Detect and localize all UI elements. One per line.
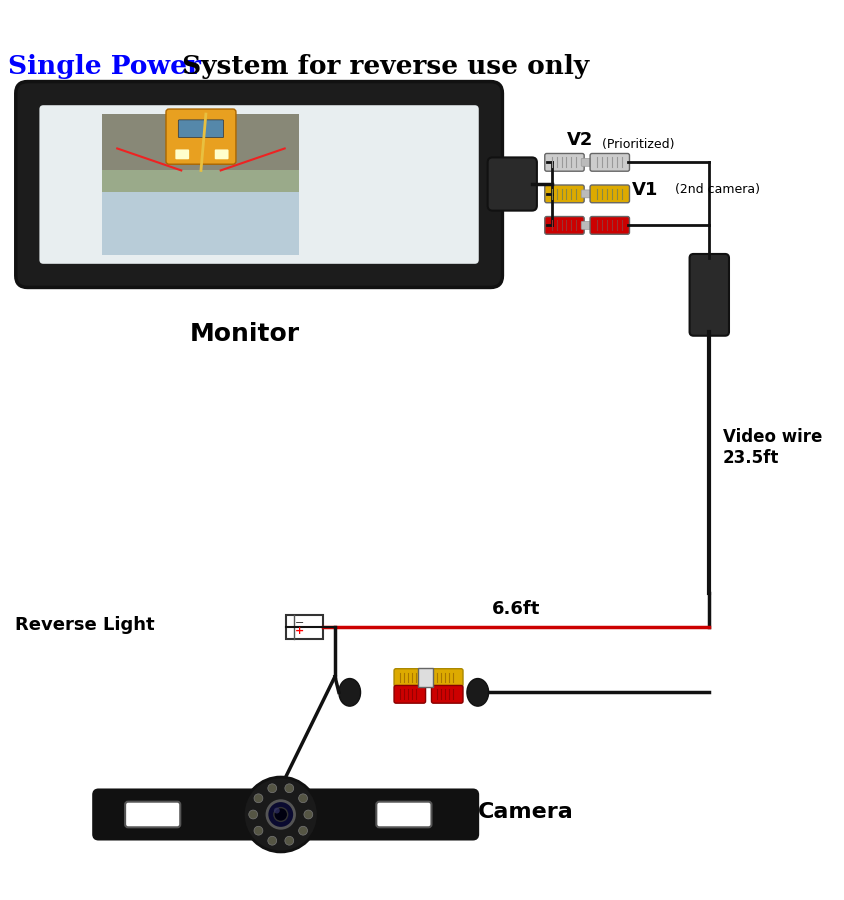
Circle shape (284, 836, 294, 845)
FancyBboxPatch shape (125, 802, 181, 827)
FancyBboxPatch shape (418, 668, 434, 688)
Circle shape (254, 826, 262, 835)
FancyBboxPatch shape (582, 221, 591, 230)
FancyBboxPatch shape (394, 669, 425, 687)
Text: V1: V1 (631, 181, 657, 199)
FancyBboxPatch shape (176, 149, 189, 159)
Circle shape (268, 784, 277, 793)
Text: +: + (295, 626, 304, 636)
Text: 6.6ft: 6.6ft (492, 599, 540, 617)
Circle shape (243, 777, 318, 852)
FancyBboxPatch shape (178, 120, 224, 138)
Circle shape (268, 836, 277, 845)
FancyBboxPatch shape (590, 154, 630, 171)
Circle shape (249, 810, 257, 819)
FancyBboxPatch shape (544, 154, 584, 171)
Ellipse shape (339, 679, 360, 706)
Circle shape (304, 810, 313, 819)
Text: Video wire
23.5ft: Video wire 23.5ft (723, 428, 822, 467)
FancyBboxPatch shape (102, 192, 300, 255)
Circle shape (299, 794, 307, 803)
FancyBboxPatch shape (431, 669, 463, 687)
Text: −: − (295, 618, 304, 628)
Text: Camera: Camera (478, 802, 574, 822)
FancyBboxPatch shape (376, 802, 431, 827)
Circle shape (273, 807, 288, 822)
Circle shape (254, 794, 262, 803)
Ellipse shape (467, 679, 489, 706)
Text: (2nd camera): (2nd camera) (667, 184, 760, 196)
Text: V2: V2 (566, 130, 592, 148)
FancyBboxPatch shape (94, 790, 478, 839)
Text: Single Power: Single Power (8, 54, 201, 79)
FancyBboxPatch shape (431, 686, 463, 703)
FancyBboxPatch shape (488, 158, 537, 211)
Circle shape (273, 807, 279, 814)
FancyBboxPatch shape (690, 254, 729, 336)
FancyBboxPatch shape (582, 158, 591, 166)
Circle shape (267, 801, 295, 828)
FancyBboxPatch shape (590, 185, 630, 202)
FancyBboxPatch shape (544, 217, 584, 234)
FancyBboxPatch shape (285, 616, 323, 639)
FancyBboxPatch shape (102, 170, 300, 192)
Circle shape (299, 826, 307, 835)
Text: (Prioritized): (Prioritized) (598, 138, 674, 150)
FancyBboxPatch shape (16, 82, 502, 287)
FancyBboxPatch shape (102, 114, 300, 170)
FancyBboxPatch shape (166, 109, 236, 164)
FancyBboxPatch shape (590, 217, 630, 234)
Circle shape (284, 784, 294, 793)
FancyBboxPatch shape (394, 686, 425, 703)
FancyBboxPatch shape (214, 149, 229, 159)
Text: Monitor: Monitor (190, 322, 300, 346)
FancyBboxPatch shape (40, 105, 479, 264)
Text: Reverse Light: Reverse Light (15, 616, 154, 634)
FancyBboxPatch shape (582, 190, 591, 198)
FancyBboxPatch shape (544, 185, 584, 202)
Text: System for reverse use only: System for reverse use only (173, 54, 589, 79)
